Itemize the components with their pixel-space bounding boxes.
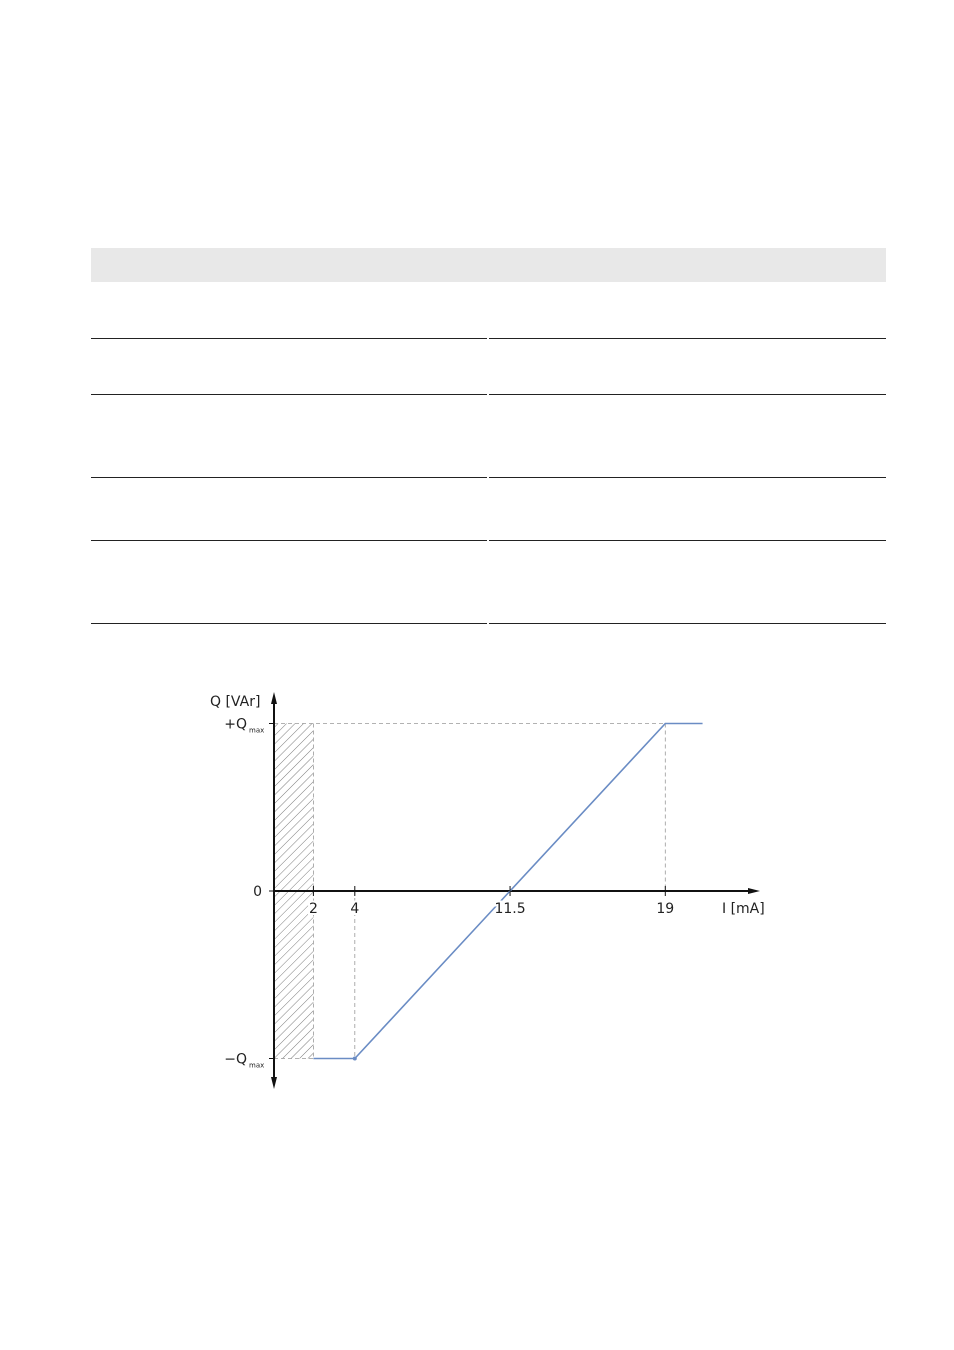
y-axis-label: Q [VAr] (210, 694, 260, 710)
x-axis-arrow-icon (748, 888, 760, 894)
x-tick-label: 2 (309, 901, 318, 917)
table-row-divider (489, 623, 886, 624)
y-tick-label-subscript: max (249, 1062, 264, 1070)
x-tick-label: 19 (656, 901, 674, 917)
table-row-divider (91, 394, 487, 395)
series-point (352, 1056, 357, 1061)
y-tick-label: 0 (253, 884, 262, 900)
y-tick-label-subscript: max (249, 727, 264, 735)
table-row-divider (91, 623, 487, 624)
table-row-divider (489, 477, 886, 478)
table-row-divider (489, 394, 886, 395)
x-tick-label: 11.5 (494, 901, 525, 917)
table-row-divider (91, 540, 487, 541)
y-tick-label: +Q (224, 717, 247, 733)
y-tick-label: −Q (224, 1052, 247, 1068)
y-axis-arrow-up-icon (271, 692, 277, 704)
y-axis-arrow-down-icon (271, 1077, 277, 1089)
table-header (91, 248, 886, 282)
table-row-divider (489, 338, 886, 339)
table-row-divider (91, 477, 487, 478)
table-row-divider (91, 338, 487, 339)
table-row-divider (489, 540, 886, 541)
x-axis-label: I [mA] (722, 901, 765, 917)
x-tick-label: 4 (350, 901, 359, 917)
